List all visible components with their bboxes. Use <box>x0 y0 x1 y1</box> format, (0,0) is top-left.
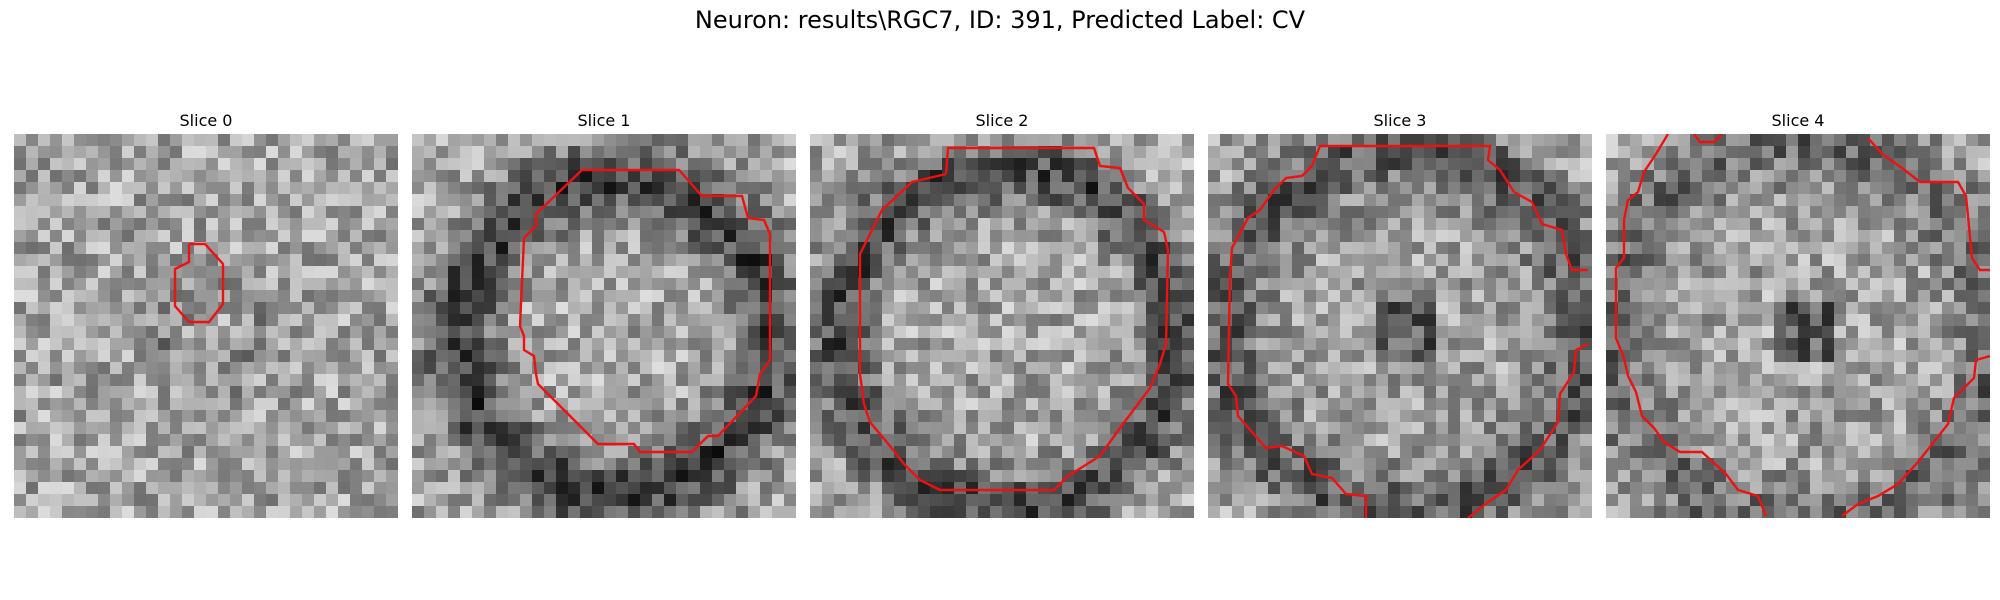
contour-outline <box>173 242 225 324</box>
slice-image <box>412 134 796 518</box>
slice-panel-2: Slice 2 <box>810 110 1194 518</box>
contour-outline <box>1867 137 1990 272</box>
slice-image <box>1208 134 1592 518</box>
contour-outline <box>1467 342 1589 518</box>
contour-outline <box>1693 134 1723 144</box>
contour-outline <box>858 146 1170 492</box>
slice-title: Slice 2 <box>975 111 1029 130</box>
slice-panel-0: Slice 0 <box>14 110 398 518</box>
grayscale-pixels <box>1606 134 1990 518</box>
slice-panel-1: Slice 1 <box>412 110 796 518</box>
slice-title: Slice 3 <box>1373 111 1427 130</box>
contour-outline <box>518 168 772 454</box>
slice-image <box>1606 134 1990 518</box>
slice-image <box>810 134 1194 518</box>
slice-image <box>14 134 398 518</box>
contour-outline <box>1614 134 1768 517</box>
contour-outline <box>1841 354 1990 517</box>
slice-panel-3: Slice 3 <box>1208 110 1592 518</box>
grayscale-pixels <box>1208 134 1592 518</box>
contour-outline <box>1226 144 1588 518</box>
slice-title: Slice 1 <box>577 111 631 130</box>
grayscale-pixels <box>412 134 796 518</box>
grayscale-pixels <box>810 134 1194 518</box>
figure-title: Neuron: results\RGC7, ID: 391, Predicted… <box>694 6 1306 34</box>
slice-title: Slice 0 <box>179 111 233 130</box>
slice-panel-4: Slice 4 <box>1606 110 1990 518</box>
slice-title: Slice 4 <box>1771 111 1825 130</box>
grayscale-pixels <box>14 134 398 518</box>
